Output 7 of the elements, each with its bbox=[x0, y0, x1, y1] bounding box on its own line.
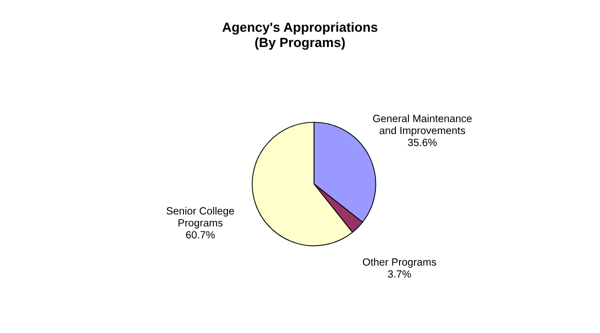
slice-label: General Maintenance and Improvements bbox=[373, 114, 472, 136]
data-label: 3.7% bbox=[388, 270, 411, 278]
slice-label: Senior College Programs bbox=[166, 206, 234, 229]
slice-label: Other Programs bbox=[362, 258, 436, 268]
data-label: 60.7% bbox=[186, 231, 215, 238]
data-label: 35.6% bbox=[408, 138, 437, 146]
chart-title: Agency's Appropriations (By Programs) bbox=[222, 22, 378, 50]
